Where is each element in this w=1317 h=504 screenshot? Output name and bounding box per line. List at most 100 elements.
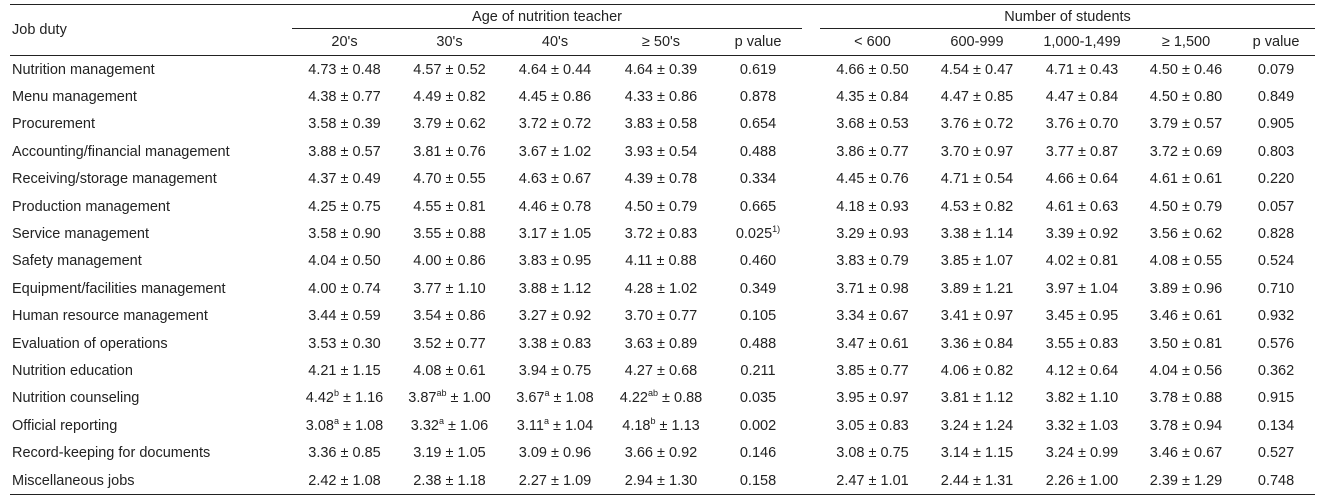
- age-cell: 2.27 ± 1.09: [502, 466, 608, 496]
- plus-minus-sign: ±: [652, 253, 669, 270]
- plus-minus-sign: ±: [969, 226, 986, 243]
- age-p-value-cell: 0.878: [714, 83, 802, 110]
- mean-value: 3.89: [940, 280, 969, 297]
- column-spacer: [802, 385, 820, 412]
- mean-value: 3.86: [836, 143, 865, 160]
- sd-value: 1.01: [880, 472, 909, 489]
- age-p-value-cell: 0.665: [714, 193, 802, 220]
- sd-value: 0.46: [1194, 61, 1223, 78]
- mean-value: 4.47: [940, 89, 969, 106]
- column-spacer: [802, 439, 820, 466]
- plus-minus-sign: ±: [336, 253, 353, 270]
- sd-value: 0.89: [669, 335, 698, 352]
- sd-value: 0.70: [1090, 116, 1119, 133]
- plus-minus-sign: ±: [1074, 417, 1091, 434]
- sd-value: 0.93: [880, 226, 909, 243]
- students-cell: 3.14 ± 1.15: [925, 439, 1029, 466]
- significance-letter: b: [650, 415, 656, 426]
- significance-letter: a: [544, 388, 550, 399]
- age-cell: 3.11a ± 1.04: [502, 412, 608, 439]
- mean-value: 3.94: [518, 362, 547, 379]
- students-cell: 3.45 ± 0.95: [1029, 303, 1135, 330]
- mean-value: 4.04: [308, 253, 337, 270]
- mean-value: 3.78: [1149, 390, 1178, 407]
- column-spacer: [802, 220, 820, 247]
- students-cell: 4.12 ± 0.64: [1029, 357, 1135, 384]
- mean-value: 4.70: [413, 171, 442, 188]
- mean-value: 3.44: [308, 308, 337, 325]
- plus-minus-sign: ±: [652, 226, 669, 243]
- job-duty-table: Job duty Age of nutrition teacher Number…: [10, 4, 1316, 496]
- students-cell: 2.26 ± 1.00: [1029, 466, 1136, 496]
- table-row: Human resource management 3.44 ± 0.59 3.54…: [10, 303, 1315, 330]
- plus-minus-sign: ±: [864, 61, 881, 78]
- mean-value: 4.61: [1045, 198, 1074, 215]
- age-cell: 3.36 ± 0.85: [292, 439, 397, 466]
- sd-value: 0.84: [1090, 89, 1119, 106]
- sd-value: 1.04: [564, 417, 594, 434]
- students-cell: 3.38 ± 1.14: [925, 220, 1029, 247]
- sd-value: 0.57: [352, 143, 381, 160]
- mean-value: 3.72: [624, 226, 653, 243]
- p-value: 0.803: [1257, 143, 1295, 160]
- p-value: 0.211: [740, 362, 776, 379]
- column-spacer: [802, 248, 820, 275]
- age-p-value-cell: 0.654: [714, 111, 802, 138]
- students-group-header: Number of students: [820, 4, 1316, 29]
- age-cell: 4.73 ± 0.48: [292, 56, 397, 84]
- job-duty-cell: Equipment/facilities management: [12, 280, 226, 297]
- significance-letter: b: [333, 388, 339, 399]
- age-cell: 4.18b ± 1.13: [608, 412, 714, 439]
- plus-minus-sign: ±: [864, 253, 881, 270]
- table-row: Accounting/financial management 3.88 ± 0.…: [10, 138, 1315, 165]
- mean-value: 4.66: [1045, 171, 1074, 188]
- mean-value: 3.36: [940, 335, 969, 352]
- plus-minus-sign: ±: [339, 390, 356, 407]
- students-cell: 4.53 ± 0.82: [925, 193, 1029, 220]
- age-cell: 4.46 ± 0.78: [502, 193, 608, 220]
- students-cell: 2.44 ± 1.31: [925, 466, 1030, 496]
- plus-minus-sign: ±: [652, 116, 669, 133]
- plus-minus-sign: ±: [969, 335, 986, 352]
- mean-value: 3.50: [1149, 335, 1178, 352]
- students-cell: 3.34 ± 0.67: [820, 303, 925, 330]
- sd-value: 0.83: [669, 226, 698, 243]
- plus-minus-sign: ±: [1178, 445, 1195, 462]
- sd-value: 0.98: [880, 280, 909, 297]
- column-spacer: [802, 275, 820, 302]
- students-p-value-cell: 0.710: [1237, 275, 1315, 302]
- plus-minus-sign: ±: [969, 280, 986, 297]
- age-cell: 3.83 ± 0.58: [608, 111, 714, 138]
- table-row: Nutrition counseling 4.42b ± 1.16 3.87ab ±…: [10, 385, 1315, 412]
- footnote-marker: 1): [772, 224, 781, 235]
- age-cell: 3.88 ± 1.12: [502, 275, 608, 302]
- age-cell: 4.50 ± 0.79: [608, 193, 714, 220]
- sd-value: 0.87: [1090, 143, 1119, 160]
- sd-value: 1.00: [1090, 472, 1119, 489]
- mean-value: 4.35: [836, 89, 865, 106]
- plus-minus-sign: ±: [969, 89, 986, 106]
- students-cell: 3.29 ± 0.93: [820, 220, 925, 247]
- plus-minus-sign: ±: [1178, 417, 1195, 434]
- mean-value: 3.55: [413, 226, 442, 243]
- mean-value: 3.36: [308, 445, 337, 462]
- p-value: 0.665: [739, 198, 777, 215]
- p-value: 0.878: [739, 89, 777, 106]
- students-p-value-cell: 0.803: [1237, 138, 1315, 165]
- sd-value: 0.76: [457, 143, 486, 160]
- sd-value: 0.64: [1090, 362, 1119, 379]
- sd-value: 1.02: [563, 143, 592, 160]
- age-p-value-cell: 0.146: [714, 439, 802, 466]
- plus-minus-sign: ±: [1178, 143, 1195, 160]
- age-cell: 4.70 ± 0.55: [397, 166, 502, 193]
- sd-value: 1.13: [671, 417, 700, 434]
- students-cell: 3.24 ± 0.99: [1029, 439, 1135, 466]
- plus-minus-sign: ±: [969, 198, 986, 215]
- mean-value: 3.11: [516, 417, 544, 434]
- plus-minus-sign: ±: [1074, 253, 1091, 270]
- plus-minus-sign: ±: [652, 362, 669, 379]
- sd-value: 0.88: [457, 226, 486, 243]
- sd-value: 0.64: [1090, 171, 1119, 188]
- age-p-value-cell: 0.0251): [714, 220, 802, 247]
- p-value: 0.460: [739, 253, 777, 270]
